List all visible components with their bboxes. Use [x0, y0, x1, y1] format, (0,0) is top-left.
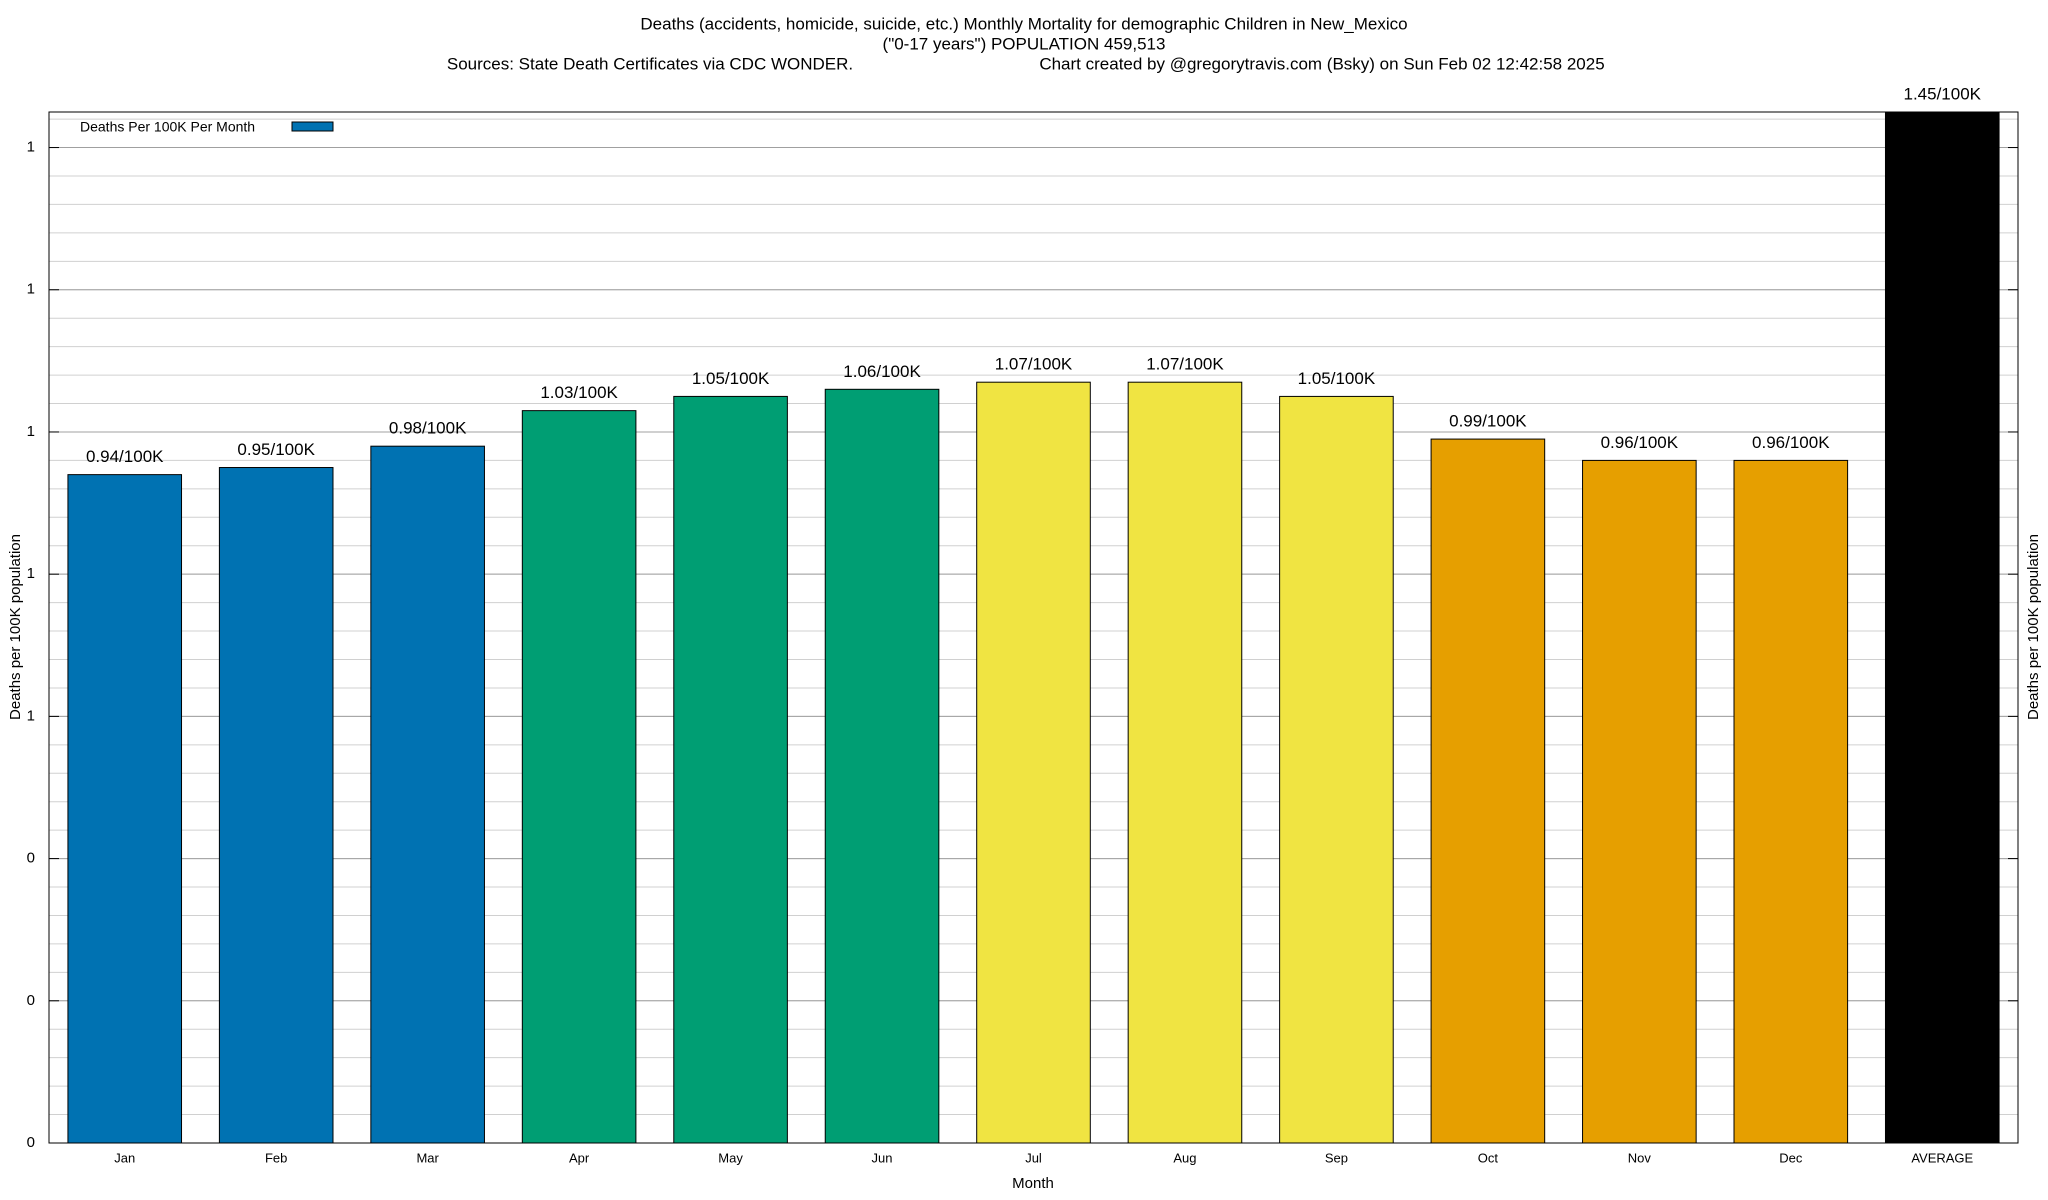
chart-subtitle: ("0-17 years") POPULATION 459,513 [883, 34, 1166, 53]
chart-title: Deaths (accidents, homicide, suicide, et… [640, 14, 1407, 33]
x-tick-label: Aug [1173, 1150, 1196, 1165]
x-tick-label: Feb [265, 1150, 287, 1165]
value-label: 1.05/100K [1298, 369, 1376, 388]
value-label: 0.99/100K [1449, 412, 1527, 431]
bar [673, 395, 788, 1143]
y-tick-label: 1 [27, 565, 35, 582]
x-tick-label: Jan [114, 1150, 135, 1165]
x-tick-label: Oct [1478, 1150, 1499, 1165]
bar [1279, 395, 1394, 1143]
x-tick-label: Nov [1628, 1150, 1652, 1165]
bar [218, 467, 334, 1143]
x-axis-label: Month [1012, 1175, 1054, 1192]
y-tick-label: 1 [27, 423, 35, 440]
x-tick-label: Dec [1779, 1150, 1803, 1165]
value-label: 0.96/100K [1752, 433, 1830, 452]
x-tick-label: AVERAGE [1911, 1150, 1973, 1165]
credit: Chart created by @gregorytravis.com (Bsk… [1039, 54, 1604, 73]
x-tick-label: May [718, 1150, 743, 1165]
value-label: 1.05/100K [692, 369, 770, 388]
x-tick-label: Jun [872, 1150, 893, 1165]
value-label: 1.07/100K [1146, 355, 1224, 374]
value-label: 1.45/100K [1904, 84, 1982, 103]
x-tick-label: Jul [1025, 1150, 1042, 1165]
bar [1733, 459, 1849, 1143]
y2-axis-label: Deaths per 100K population [2025, 534, 2042, 720]
y-tick-label: 1 [27, 281, 35, 298]
y-tick-label: 1 [27, 707, 35, 724]
legend-swatch [291, 121, 334, 132]
y-axis-label: Deaths per 100K population [7, 534, 24, 720]
bar [976, 381, 1091, 1143]
bar [1884, 112, 2000, 1143]
value-label: 0.94/100K [86, 447, 164, 466]
value-label: 0.95/100K [237, 440, 315, 459]
value-label: 1.07/100K [995, 355, 1073, 374]
y-tick-label: 0 [27, 850, 35, 867]
value-label: 1.03/100K [540, 383, 618, 402]
x-tick-label: Apr [569, 1150, 590, 1165]
bar [370, 445, 485, 1143]
y-tick-label: 1 [27, 139, 35, 156]
source: Sources: State Death Certificates via CD… [447, 54, 853, 73]
bar [521, 410, 637, 1143]
plot-frame [48, 111, 2019, 1144]
value-label: 0.96/100K [1601, 433, 1679, 452]
y-tick-label: 0 [27, 1134, 35, 1151]
bar [1430, 438, 1546, 1143]
x-tick-label: Sep [1325, 1150, 1348, 1165]
bar [1127, 381, 1243, 1143]
x-tick-label: Mar [416, 1150, 439, 1165]
y-tick-label: 0 [27, 992, 35, 1009]
bar [824, 388, 940, 1143]
legend-label: Deaths Per 100K Per Month [80, 119, 255, 135]
value-label: 0.98/100K [389, 419, 467, 438]
bar [1582, 459, 1697, 1143]
bar [67, 474, 183, 1143]
value-label: 1.06/100K [843, 362, 921, 381]
